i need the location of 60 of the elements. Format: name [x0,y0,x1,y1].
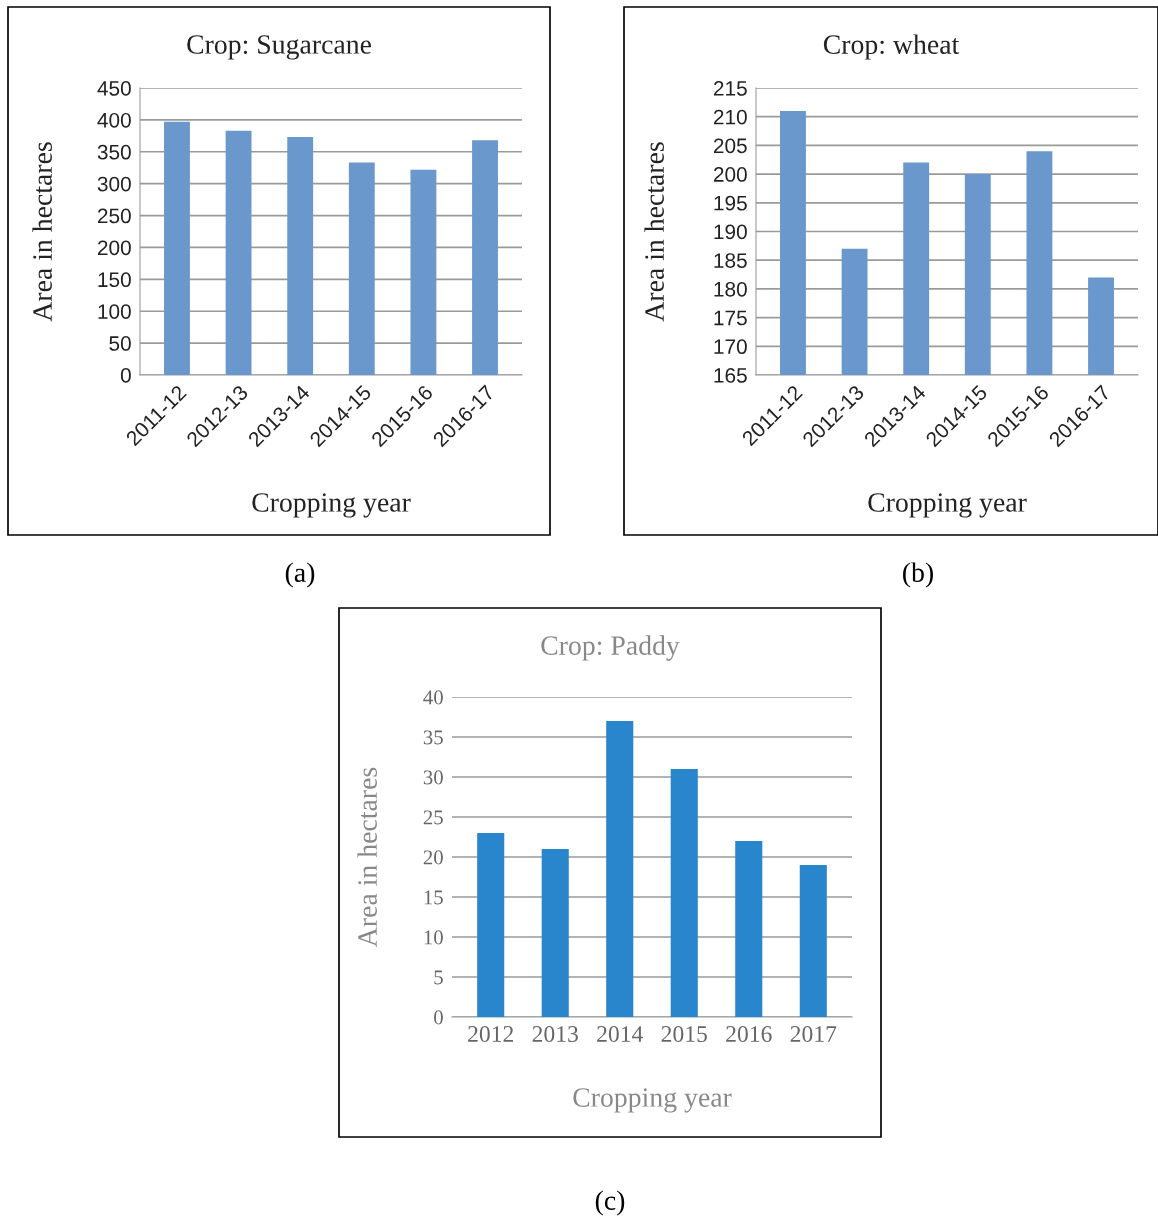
text: (c) [595,1190,625,1216]
y-tick-label: 215 [713,81,747,96]
text: (a) [285,562,315,588]
bar [799,865,827,1017]
y-axis-title: Area in hectares [644,142,664,322]
x-axis-title: Cropping year [868,493,1027,518]
x-tick-label: 2013 [532,1026,578,1042]
y-tick-label: 15 [424,890,443,905]
y-axis-title: Area in hectares [32,142,52,322]
y-tick-label: 25 [423,810,443,825]
y-tick-label: 100 [98,304,131,319]
y-tick-label: 200 [97,240,131,256]
y-tick-label: 185 [714,253,747,268]
y-tick-label: 20 [423,850,443,865]
y-tick-label: 195 [714,195,747,211]
chart-title: Crop: wheat [823,34,960,60]
x-tick-label: 2014 [597,1026,643,1042]
y-tick-label: 190 [714,224,747,240]
y-tick-label: 175 [714,310,747,326]
bar [287,137,314,375]
y-tick-label: 50 [109,336,131,351]
y-tick-label: 35 [423,730,443,745]
y-tick-label: 30 [423,770,443,785]
chart-title: Crop: Paddy [541,635,680,661]
y-tick-label: 180 [714,281,747,297]
y-tick-label: 205 [713,138,747,154]
x-tick-label: 2017 [790,1026,837,1042]
y-tick-label: 0 [434,1010,443,1025]
y-tick-label: 40 [423,690,443,705]
x-tick-label: 2012 [468,1026,514,1042]
bar [670,769,698,1017]
y-tick-label: 450 [97,81,131,96]
y-tick-label: 400 [97,112,131,128]
chart-title: Crop: Sugarcane [187,35,371,60]
x-tick-label: 2016 [726,1026,772,1042]
y-tick-label: 170 [714,339,747,355]
y-tick-label: 150 [98,272,131,288]
y-tick-label: 350 [97,144,131,160]
y-tick-label: 0 [120,368,131,383]
x-axis-title: Cropping year [252,493,411,518]
bar [225,130,252,375]
bar [606,721,634,1017]
bar [410,169,437,375]
bar [348,162,375,375]
x-tick-label: 2015 [661,1026,707,1042]
y-tick-label: 200 [713,167,747,182]
bar [541,849,569,1017]
y-tick-label: 165 [714,368,747,383]
y-axis-title: Area in hectares [357,767,377,947]
y-tick-label: 300 [97,176,131,192]
bar [164,121,190,375]
bar [477,833,505,1017]
bar [472,140,498,375]
text: (b) [903,562,933,588]
y-tick-label: 210 [713,109,747,125]
bar [735,841,763,1017]
y-tick-label: 10 [424,930,443,945]
x-axis-title: Cropping year [573,1088,732,1113]
y-tick-label: 250 [97,208,131,224]
y-tick-label: 5 [434,970,443,985]
